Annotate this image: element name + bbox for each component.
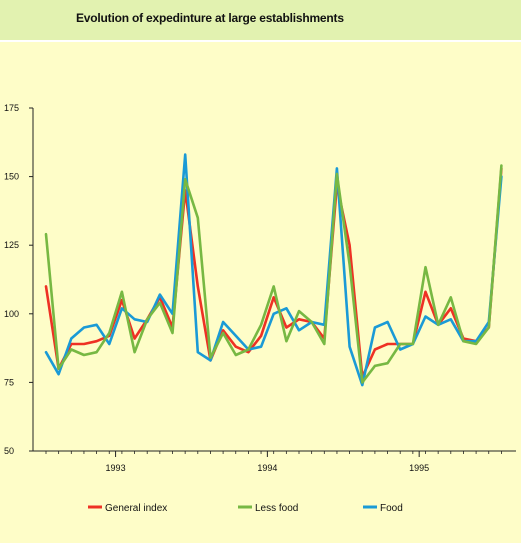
title-band <box>0 0 521 42</box>
y-tick-label: 50 <box>4 446 14 456</box>
y-tick-label: 175 <box>4 103 19 113</box>
x-tick-label: 1994 <box>257 463 277 473</box>
legend-label: Food <box>380 503 403 514</box>
legend-label: Less food <box>255 503 298 514</box>
chart-axes: 50 75 100 125 150 175 1993 1994 1995 <box>4 103 516 473</box>
x-tick-label: 1995 <box>409 463 429 473</box>
series-line-food <box>44 153 503 387</box>
x-tick-label: 1993 <box>106 463 126 473</box>
y-tick-label: 125 <box>4 240 19 250</box>
legend: General index Less food Food <box>88 503 403 514</box>
y-tick-label: 75 <box>4 377 14 387</box>
series-layer <box>44 153 503 387</box>
chart-title: Evolution of expedinture at large establ… <box>76 11 344 25</box>
series-line-less-food <box>44 164 503 384</box>
series-line-general-index <box>44 167 503 379</box>
legend-label: General index <box>105 503 167 514</box>
y-tick-label: 100 <box>4 309 19 319</box>
y-tick-label: 150 <box>4 172 19 182</box>
